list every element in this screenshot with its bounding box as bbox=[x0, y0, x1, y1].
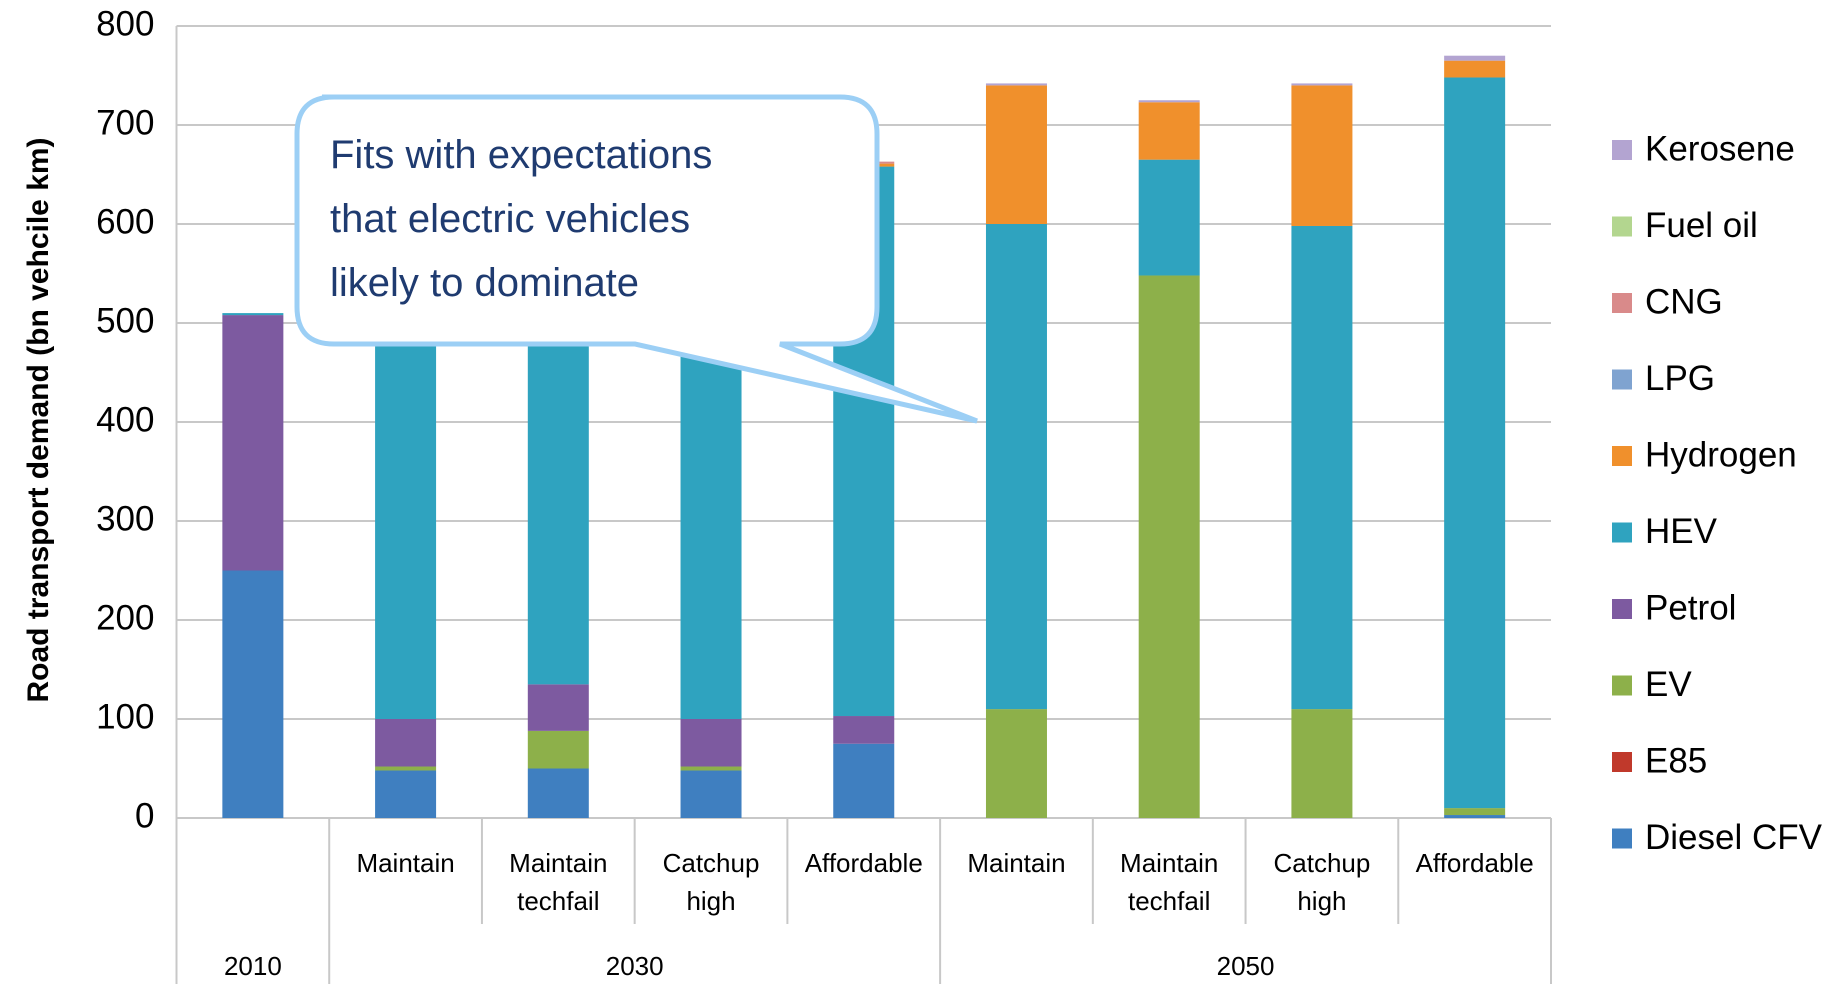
bar-segment bbox=[680, 719, 742, 767]
y-tick-label: 800 bbox=[96, 4, 154, 43]
bar-segment bbox=[833, 716, 895, 744]
bar-segment bbox=[1444, 55, 1506, 61]
bar-segment bbox=[680, 770, 742, 818]
x-tick-label: Maintain techfail bbox=[509, 848, 607, 916]
legend-swatch bbox=[1612, 522, 1632, 543]
legend-swatch bbox=[1612, 446, 1632, 466]
legend-swatch bbox=[1612, 675, 1632, 696]
y-axis-label: Road transport demand (bn vehcile km) bbox=[22, 137, 55, 702]
legend-swatch bbox=[1612, 752, 1632, 772]
y-tick-label: 200 bbox=[96, 598, 154, 637]
bar-segment bbox=[527, 684, 589, 731]
bar-segment bbox=[985, 224, 1047, 710]
y-tick-label: 700 bbox=[96, 103, 154, 142]
bar-segment bbox=[1444, 815, 1506, 818]
legend-swatch bbox=[1612, 369, 1632, 390]
legend-label: LPG bbox=[1645, 359, 1715, 398]
bar-segment bbox=[680, 766, 742, 771]
legend-label: Fuel oil bbox=[1645, 206, 1758, 245]
bar-segment bbox=[985, 85, 1047, 225]
legend-swatch bbox=[1612, 216, 1632, 237]
legend-label: Kerosene bbox=[1645, 129, 1795, 168]
legend-label: Petrol bbox=[1645, 588, 1736, 627]
bar-segment bbox=[222, 570, 284, 818]
y-tick-label: 500 bbox=[96, 301, 154, 340]
callout-text: likely to dominate bbox=[330, 261, 639, 305]
bar-segment bbox=[375, 719, 437, 767]
bar-segment bbox=[375, 766, 437, 771]
bar-segment bbox=[222, 315, 284, 571]
bar-segment bbox=[1138, 102, 1200, 160]
y-tick-label: 100 bbox=[96, 697, 154, 736]
y-tick-label: 300 bbox=[96, 499, 154, 538]
y-tick-label: 400 bbox=[96, 400, 154, 439]
legend-label: Diesel CFV bbox=[1645, 818, 1823, 857]
bar-segment bbox=[375, 770, 437, 818]
legend-label: E85 bbox=[1645, 741, 1707, 780]
x-tick-label: Catchup high bbox=[663, 848, 760, 916]
y-tick-label: 0 bbox=[135, 796, 154, 835]
x-group-label: 2010 bbox=[224, 951, 282, 981]
bar-segment bbox=[222, 313, 284, 316]
bar-segment bbox=[527, 768, 589, 818]
y-tick-label: 600 bbox=[96, 202, 154, 241]
bar-segment bbox=[1138, 159, 1200, 276]
legend-swatch bbox=[1612, 293, 1632, 313]
x-tick-label: Maintain techfail bbox=[1120, 848, 1218, 916]
legend-label: EV bbox=[1645, 665, 1692, 704]
x-group-label: 2030 bbox=[606, 951, 664, 981]
bar-segment bbox=[527, 730, 589, 769]
bar-segment bbox=[1291, 85, 1353, 226]
bar-segment bbox=[1138, 100, 1200, 103]
callout-text: that electric vehicles bbox=[330, 197, 690, 241]
legend-label: HEV bbox=[1645, 512, 1718, 551]
x-tick-label: Catchup high bbox=[1273, 848, 1370, 916]
x-tick-label: Affordable bbox=[805, 848, 923, 878]
x-group-label: 2050 bbox=[1217, 951, 1275, 981]
bar-segment bbox=[1444, 60, 1506, 78]
bar-segment bbox=[1291, 709, 1353, 818]
callout-text: Fits with expectations bbox=[330, 133, 712, 177]
x-tick-label: Maintain bbox=[356, 848, 454, 878]
bar-segment bbox=[1444, 77, 1506, 809]
x-tick-label: Maintain bbox=[967, 848, 1065, 878]
bar-segment bbox=[985, 709, 1047, 818]
bar-segment bbox=[1291, 83, 1353, 86]
bar-segment bbox=[1444, 808, 1506, 816]
legend-swatch bbox=[1612, 828, 1632, 849]
legend-swatch bbox=[1612, 140, 1632, 160]
bar-segment bbox=[833, 743, 895, 818]
bar-segment bbox=[1138, 275, 1200, 819]
x-tick-label: Affordable bbox=[1416, 848, 1534, 878]
bar-segment bbox=[1291, 225, 1353, 710]
callout bbox=[294, 94, 978, 424]
legend-swatch bbox=[1612, 599, 1632, 619]
legend-label: Hydrogen bbox=[1645, 435, 1797, 474]
bar-segment bbox=[985, 83, 1047, 86]
legend-label: CNG bbox=[1645, 282, 1723, 321]
